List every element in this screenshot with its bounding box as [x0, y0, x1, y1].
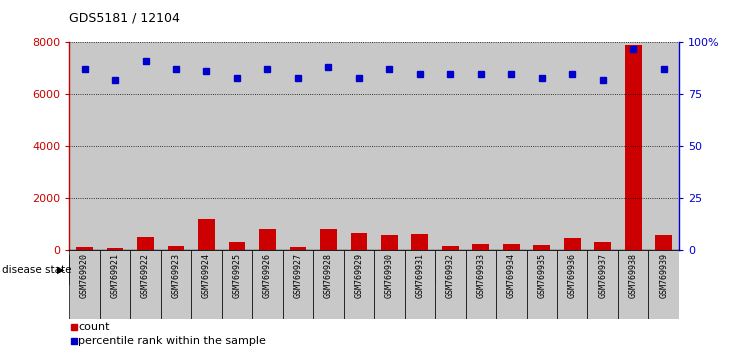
Text: glioma: glioma	[538, 265, 576, 275]
Text: percentile rank within the sample: percentile rank within the sample	[78, 336, 266, 346]
Text: GSM769925: GSM769925	[232, 253, 242, 298]
Bar	[100, 42, 130, 250]
Text: GSM769926: GSM769926	[263, 253, 272, 298]
Text: GSM769937: GSM769937	[598, 253, 607, 298]
Text: GSM769939: GSM769939	[659, 253, 668, 298]
Bar	[374, 42, 404, 250]
Bar	[381, 235, 398, 250]
Bar	[283, 42, 313, 250]
Text: GSM769921: GSM769921	[110, 253, 120, 298]
Text: GSM769936: GSM769936	[568, 253, 577, 298]
Bar	[618, 250, 648, 319]
Bar	[503, 244, 520, 250]
Bar	[313, 250, 344, 319]
Bar	[191, 250, 222, 319]
Bar	[69, 255, 435, 285]
Bar	[344, 250, 374, 319]
Bar	[466, 250, 496, 319]
Bar	[557, 250, 588, 319]
Bar	[435, 42, 466, 250]
Bar	[161, 42, 191, 250]
Bar	[404, 250, 435, 319]
Bar	[412, 234, 429, 250]
Text: GSM769929: GSM769929	[354, 253, 364, 298]
Text: GSM769930: GSM769930	[385, 253, 394, 298]
Bar	[435, 250, 466, 319]
Text: GDS5181 / 12104: GDS5181 / 12104	[69, 11, 180, 24]
Text: GSM769927: GSM769927	[293, 253, 302, 298]
Bar	[618, 42, 648, 250]
Bar	[137, 236, 154, 250]
Bar	[191, 42, 222, 250]
Text: GSM769922: GSM769922	[141, 253, 150, 298]
Bar	[222, 250, 253, 319]
Bar	[320, 229, 337, 250]
Text: GSM769924: GSM769924	[202, 253, 211, 298]
Bar	[344, 42, 374, 250]
Bar	[259, 229, 276, 250]
Bar	[253, 42, 283, 250]
Text: GSM769923: GSM769923	[172, 253, 180, 298]
Bar	[313, 42, 344, 250]
Bar	[496, 42, 526, 250]
Bar	[564, 238, 580, 250]
Bar	[107, 248, 123, 250]
Bar	[222, 42, 253, 250]
Bar	[161, 250, 191, 319]
Bar	[625, 45, 642, 250]
Bar	[648, 250, 679, 319]
Bar	[466, 42, 496, 250]
Bar	[496, 250, 526, 319]
Bar	[557, 42, 588, 250]
Bar	[648, 42, 679, 250]
Bar	[656, 235, 672, 250]
Bar	[131, 42, 161, 250]
Bar	[168, 246, 185, 250]
Bar	[526, 250, 557, 319]
Bar	[283, 250, 313, 319]
Bar	[69, 250, 100, 319]
Bar	[290, 247, 307, 250]
Bar	[442, 246, 458, 250]
Bar	[253, 250, 283, 319]
Bar	[228, 242, 245, 250]
Bar	[534, 245, 550, 250]
Text: GSM769920: GSM769920	[80, 253, 89, 298]
Text: GSM769938: GSM769938	[629, 253, 638, 298]
Bar	[100, 250, 130, 319]
Text: GSM769934: GSM769934	[507, 253, 516, 298]
Bar	[69, 42, 100, 250]
Text: GSM769928: GSM769928	[324, 253, 333, 298]
Text: ▶: ▶	[57, 265, 64, 275]
Text: disease state: disease state	[2, 265, 72, 275]
Text: control: control	[233, 265, 272, 275]
Text: count: count	[78, 322, 110, 332]
Bar	[404, 42, 435, 250]
Bar	[588, 42, 618, 250]
Text: GSM769933: GSM769933	[476, 253, 485, 298]
Bar	[350, 233, 367, 250]
Text: GSM769931: GSM769931	[415, 253, 424, 298]
Text: GSM769935: GSM769935	[537, 253, 546, 298]
Bar	[594, 242, 611, 250]
Bar	[472, 244, 489, 250]
Bar	[588, 250, 618, 319]
Bar	[435, 255, 679, 285]
Bar	[526, 42, 557, 250]
Bar	[198, 218, 215, 250]
Text: GSM769932: GSM769932	[446, 253, 455, 298]
Bar	[76, 247, 93, 250]
Bar	[131, 250, 161, 319]
Bar	[374, 250, 404, 319]
